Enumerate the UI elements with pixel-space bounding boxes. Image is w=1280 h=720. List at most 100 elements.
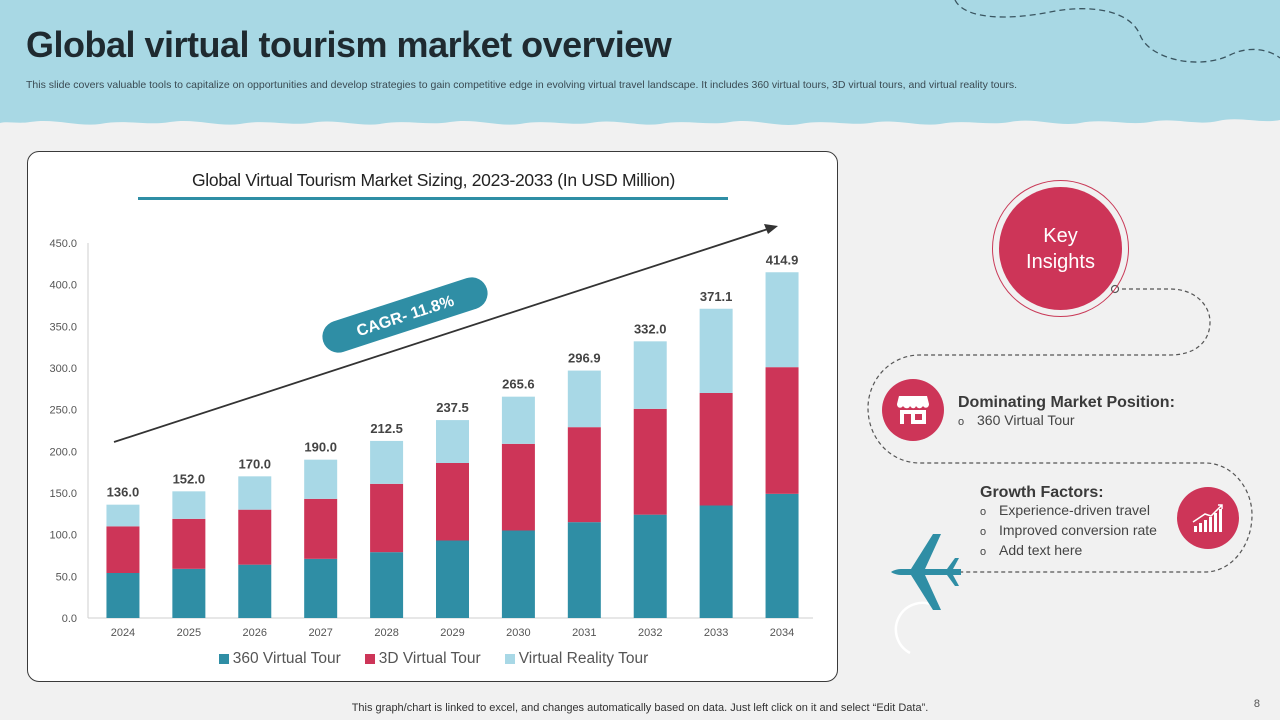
growth-title: Growth Factors:	[980, 484, 1104, 501]
bar-segment	[172, 491, 206, 519]
cagr-arrowhead	[764, 224, 778, 234]
legend-item-vr: Virtual Reality Tour	[504, 650, 649, 668]
growth-list: Experience-driven travel Improved conver…	[980, 501, 1157, 561]
y-tick-label: 200.0	[49, 446, 77, 458]
x-tick-label: 2028	[374, 627, 398, 639]
chart-card[interactable]: Global Virtual Tourism Market Sizing, 20…	[27, 151, 838, 682]
bar-segment	[633, 408, 667, 515]
bar-segment	[304, 558, 338, 618]
bar-segment	[567, 427, 601, 523]
bar-segment	[699, 393, 733, 506]
x-tick-label: 2032	[638, 627, 662, 639]
total-data-label: 212.5	[370, 421, 403, 436]
bar-segment	[501, 443, 535, 531]
total-data-label: 237.5	[436, 400, 469, 415]
total-data-label: 190.0	[304, 440, 337, 455]
x-tick-label: 2026	[243, 627, 267, 639]
chart-title: Global Virtual Tourism Market Sizing, 20…	[191, 170, 675, 190]
airplane-icon	[891, 534, 961, 610]
y-tick-label: 300.0	[49, 363, 77, 375]
total-data-label: 136.0	[107, 485, 140, 500]
y-tick-label: 150.0	[49, 488, 77, 500]
footer-note: This graph/chart is linked to excel, and…	[351, 702, 929, 714]
bar-segment	[172, 518, 206, 569]
key-insights-line2: Insights	[1026, 250, 1095, 273]
legend-item-360: 360 Virtual Tour	[218, 650, 341, 668]
bar-segment	[436, 540, 469, 618]
cagr-arrow-line	[113, 228, 769, 443]
growth-item: Add text here	[980, 541, 1157, 561]
legend-label-3d: 3D Virtual Tour	[378, 650, 481, 667]
growth-item: Experience-driven travel	[980, 501, 1157, 521]
y-tick-label: 350.0	[49, 321, 77, 333]
y-tick-label: 250.0	[49, 405, 77, 417]
y-tick-label: 0.0	[62, 613, 77, 625]
bar-segment	[370, 483, 404, 553]
y-tick-label: 400.0	[49, 280, 77, 292]
bar-segment	[106, 526, 140, 573]
dominating-item: 360 Virtual Tour	[958, 411, 1075, 431]
page-subtitle: This slide covers valuable tools to capi…	[26, 79, 1018, 91]
total-data-label: 265.6	[502, 377, 535, 392]
total-data-label: 296.9	[568, 351, 601, 366]
bar-segment	[238, 509, 272, 565]
bar-segment	[238, 476, 272, 510]
bar-segment	[304, 459, 338, 499]
x-tick-label: 2024	[111, 627, 135, 639]
bar-segment	[106, 573, 140, 618]
legend-swatch-vr	[504, 654, 515, 664]
legend-label-vr: Virtual Reality Tour	[518, 650, 649, 667]
page-title: Global virtual tourism market overview	[26, 24, 672, 65]
bar-segment	[436, 463, 469, 541]
growth-icon-badge	[1177, 487, 1239, 549]
x-tick-label: 2029	[440, 627, 464, 639]
header-band	[0, 0, 1280, 125]
cagr-pill	[322, 277, 488, 353]
total-data-label: 414.9	[766, 252, 799, 267]
bar-segment	[370, 552, 404, 618]
bar-segment	[304, 498, 338, 559]
bar-segment	[370, 440, 404, 484]
bar-segment	[567, 522, 601, 618]
total-data-label: 170.0	[238, 456, 271, 471]
total-data-label: 152.0	[173, 471, 206, 486]
y-tick-label: 450.0	[49, 238, 77, 250]
y-tick-label: 100.0	[49, 530, 77, 542]
key-insights-badge: Key Insights	[999, 187, 1122, 310]
total-data-label: 371.1	[700, 289, 733, 304]
x-tick-label: 2027	[308, 627, 332, 639]
bar-segment	[699, 308, 733, 393]
legend-label-360: 360 Virtual Tour	[232, 650, 341, 667]
growth-chart-icon	[1192, 504, 1223, 532]
bar-segment	[765, 367, 799, 494]
bar-segment	[172, 568, 206, 618]
x-tick-label: 2031	[572, 627, 596, 639]
bar-segment	[633, 514, 667, 618]
page-number: 8	[1253, 698, 1260, 710]
bar-segment	[765, 272, 799, 368]
legend-item-3d: 3D Virtual Tour	[364, 650, 481, 668]
y-tick-label: 50.0	[56, 571, 77, 583]
dominating-list: 360 Virtual Tour	[958, 411, 1075, 431]
bar-segment	[501, 530, 535, 618]
x-tick-label: 2025	[177, 627, 201, 639]
x-tick-label: 2034	[770, 627, 794, 639]
x-tick-label: 2030	[506, 627, 530, 639]
key-insights-ring	[992, 180, 1129, 317]
legend-swatch-3d	[364, 654, 375, 664]
bar-segment	[501, 396, 535, 444]
bar-segment	[699, 505, 733, 618]
bar-segment	[633, 341, 667, 409]
dominating-title: Dominating Market Position:	[958, 394, 1175, 411]
bar-segment	[238, 564, 272, 618]
bar-segment	[436, 420, 469, 463]
chart-legend: 360 Virtual Tour 3D Virtual Tour Virtual…	[28, 650, 839, 668]
bar-segment	[106, 504, 140, 527]
stacked-bar-chart[interactable]: 0.0 50.0 100.0 150.0 200.0 250.0 300.0 350.0 400…	[28, 152, 839, 683]
bar-segment	[765, 493, 799, 618]
x-tick-label: 2033	[704, 627, 728, 639]
legend-swatch-360	[218, 654, 229, 664]
store-icon	[897, 396, 929, 424]
bar-segment	[567, 370, 601, 428]
